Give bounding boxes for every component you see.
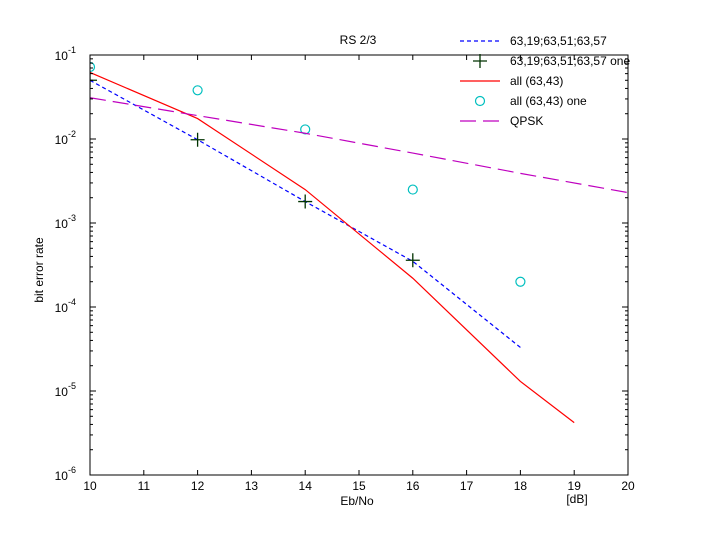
legend-label: QPSK bbox=[510, 114, 543, 128]
y-tick-base: 10 bbox=[55, 385, 69, 399]
y-tick-base: 10 bbox=[55, 49, 69, 63]
series-3 bbox=[90, 61, 526, 287]
y-tick-exponent: -5 bbox=[68, 381, 76, 391]
plus-marker bbox=[405, 253, 420, 268]
x-tick-label: 15 bbox=[352, 479, 366, 493]
legend-item: 63,19;63,51;63,57 one bbox=[473, 54, 630, 68]
y-tick-base: 10 bbox=[55, 217, 69, 231]
x-tick-label: 12 bbox=[191, 479, 205, 493]
y-tick-exponent: -2 bbox=[68, 129, 76, 139]
y-tick-label: 10-4 bbox=[55, 297, 76, 315]
y-tick-exponent: -6 bbox=[68, 465, 76, 475]
legend-item: all (63,43) bbox=[460, 74, 563, 88]
legend-label: 63,19;63,51;63,57 bbox=[510, 34, 607, 48]
plot-layer bbox=[90, 61, 628, 424]
circle-marker bbox=[192, 85, 203, 96]
x-tick-label: 18 bbox=[514, 479, 528, 493]
circle-marker bbox=[407, 184, 418, 195]
legend-label: 63,19;63,51;63,57 one bbox=[510, 54, 630, 68]
y-tick-label: 10-1 bbox=[55, 45, 76, 63]
legend-item: all (63,43) one bbox=[474, 94, 587, 108]
plus-marker bbox=[190, 132, 205, 147]
y-tick-label: 10-6 bbox=[55, 465, 76, 483]
y-axis-label: bit error rate bbox=[32, 237, 46, 303]
series-2 bbox=[90, 71, 575, 424]
x-tick-label: 16 bbox=[406, 479, 420, 493]
circle-marker bbox=[515, 276, 526, 287]
x-tick-label: 11 bbox=[138, 479, 151, 493]
x-tick-label: 19 bbox=[568, 479, 582, 493]
y-tick-base: 10 bbox=[55, 133, 69, 147]
y-tick-exponent: -4 bbox=[68, 297, 76, 307]
series-line bbox=[90, 71, 575, 424]
x-tick-label: 10 bbox=[83, 479, 97, 493]
chart-title: RS 2/3 bbox=[340, 33, 377, 47]
x-axis-unit-label: [dB] bbox=[566, 492, 587, 506]
y-tick-label: 10-3 bbox=[55, 213, 76, 231]
y-tick-label: 10-5 bbox=[55, 381, 76, 399]
circle-marker bbox=[90, 61, 96, 73]
x-tick-label: 20 bbox=[621, 479, 635, 493]
y-tick-label: 10-2 bbox=[55, 129, 76, 147]
x-tick-label: 13 bbox=[245, 479, 259, 493]
y-tick-exponent: -1 bbox=[68, 45, 76, 55]
series-1 bbox=[90, 73, 420, 268]
legend-item: 63,19;63,51;63,57 bbox=[460, 34, 607, 48]
y-tick-exponent: -3 bbox=[68, 213, 76, 223]
y-tick-base: 10 bbox=[55, 301, 69, 315]
x-tick-label: 17 bbox=[460, 479, 474, 493]
circle-marker bbox=[300, 124, 311, 135]
y-tick-base: 10 bbox=[55, 469, 69, 483]
ticks-layer: 10 11 12 13 14 15 16 17 18 19 2010-110-210-310-410… bbox=[55, 45, 635, 493]
legend-swatch-plus bbox=[473, 54, 487, 68]
legend-label: all (63,43) bbox=[510, 74, 563, 88]
legend: 63,19;63,51;63,57 63,19;63,51;63,57 one al… bbox=[460, 34, 630, 128]
legend-label: all (63,43) one bbox=[510, 94, 587, 108]
legend-item: QPSK bbox=[460, 114, 543, 128]
x-tick-label: 14 bbox=[299, 479, 313, 493]
legend-swatch-circle bbox=[474, 95, 486, 107]
plus-marker bbox=[298, 194, 313, 209]
plus-marker bbox=[90, 73, 97, 88]
x-axis-label: Eb/No bbox=[340, 494, 374, 508]
